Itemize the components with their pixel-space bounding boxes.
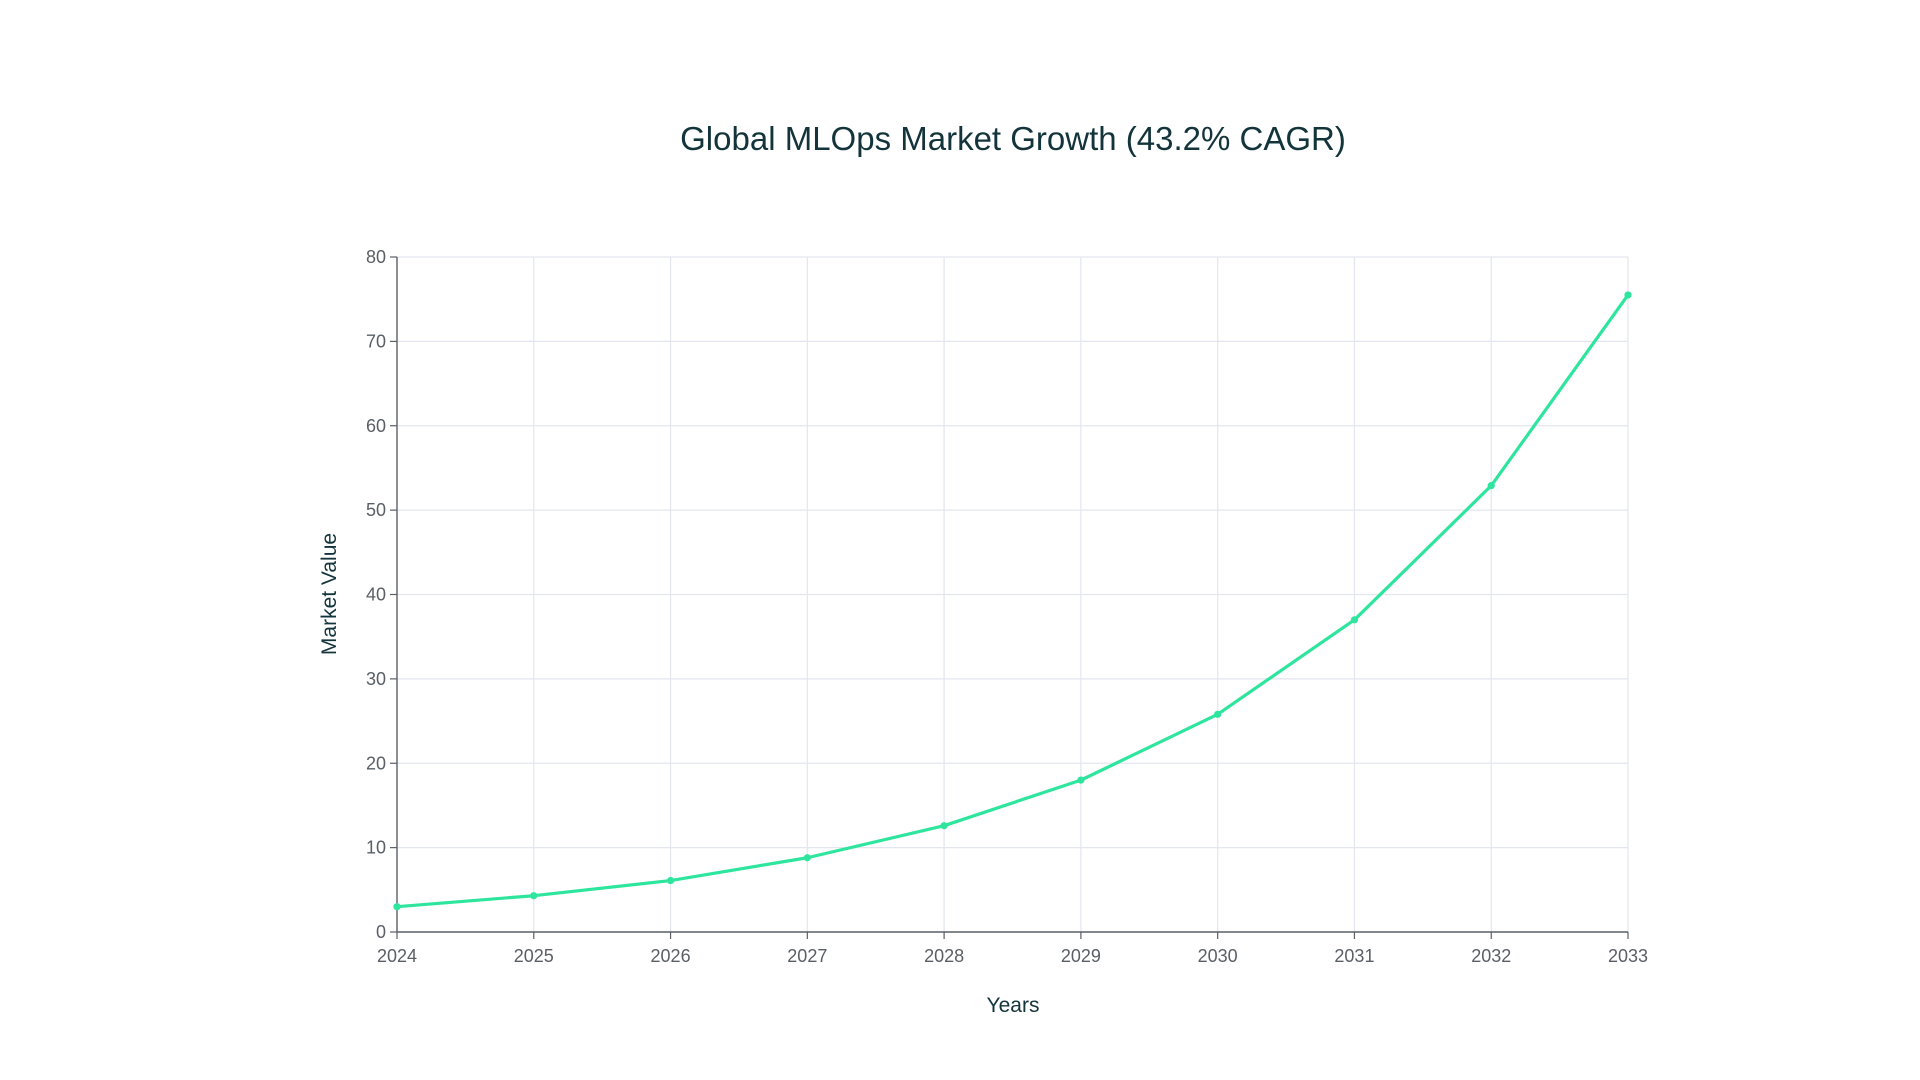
axes bbox=[390, 256, 1629, 939]
x-tick-label: 2025 bbox=[514, 946, 554, 966]
y-tick-label: 0 bbox=[376, 922, 386, 942]
x-tick-label: 2026 bbox=[651, 946, 691, 966]
y-axis-title: Market Value bbox=[318, 533, 341, 655]
x-tick-label: 2033 bbox=[1608, 946, 1648, 966]
y-tick-label: 70 bbox=[366, 331, 386, 351]
data-point bbox=[803, 854, 811, 862]
x-axis-title: Years bbox=[987, 994, 1040, 1017]
data-point bbox=[666, 876, 675, 885]
y-tick-label: 30 bbox=[366, 669, 386, 689]
x-tick-label: 2032 bbox=[1471, 946, 1511, 966]
x-tick-label: 2031 bbox=[1334, 946, 1374, 966]
x-tick-label: 2029 bbox=[1061, 946, 1101, 966]
x-tick-label: 2028 bbox=[924, 946, 964, 966]
series-line bbox=[395, 293, 1630, 909]
x-tick-label: 2027 bbox=[787, 946, 827, 966]
data-point bbox=[1350, 616, 1359, 624]
data-point bbox=[1487, 482, 1495, 490]
data-point bbox=[1077, 776, 1085, 784]
y-tick-label: 80 bbox=[366, 247, 386, 267]
grid-lines bbox=[397, 256, 1629, 932]
data-point bbox=[1214, 710, 1222, 718]
y-tick-label: 50 bbox=[366, 500, 386, 520]
x-tick-label: 2024 bbox=[377, 946, 417, 966]
data-point bbox=[393, 903, 401, 911]
data-point bbox=[940, 822, 948, 830]
data-point bbox=[530, 892, 538, 900]
series-layer bbox=[393, 291, 1632, 911]
chart-title: Global MLOps Market Growth (43.2% CAGR) bbox=[680, 120, 1346, 157]
x-tick-label: 2030 bbox=[1198, 946, 1238, 966]
y-tick-label: 60 bbox=[366, 416, 386, 436]
data-point bbox=[1624, 291, 1632, 299]
y-tick-label: 40 bbox=[366, 585, 386, 605]
y-tick-label: 20 bbox=[366, 753, 386, 773]
y-tick-label: 10 bbox=[366, 838, 386, 858]
